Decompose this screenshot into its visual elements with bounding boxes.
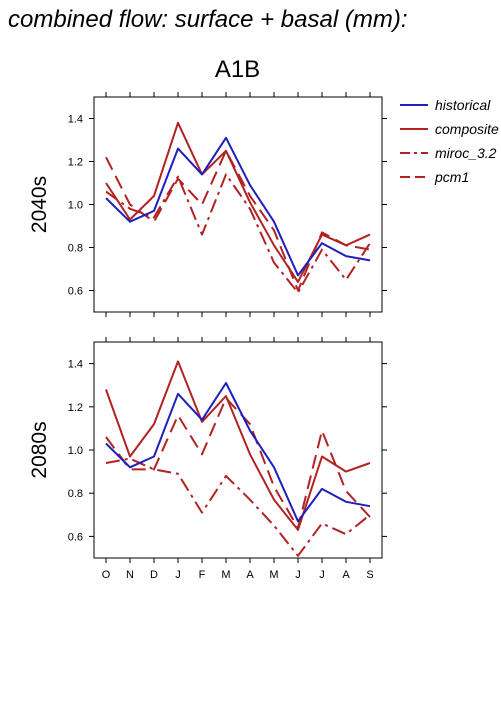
x-tick-label: J <box>295 569 301 581</box>
y-tick-label: 0.8 <box>68 488 83 500</box>
y-tick-label: 1.2 <box>68 157 83 169</box>
series-line-composite <box>105 121 371 283</box>
plot-frame-2080s <box>93 341 383 559</box>
x-tick-label: A <box>246 569 254 581</box>
x-tick-label: D <box>150 569 158 581</box>
x-tick-label: N <box>126 569 134 581</box>
x-tick-label: O <box>102 569 111 581</box>
x-tick-label: M <box>221 569 230 581</box>
y-tick-label: 1.4 <box>68 114 83 126</box>
y-tick-label: 1.2 <box>68 402 83 414</box>
legend-label: miroc_3.2 <box>435 145 497 161</box>
y-tick-label: 1.0 <box>68 200 83 212</box>
series-line-miroc-3-2 <box>105 173 371 294</box>
y-tick-label: 0.8 <box>68 243 83 255</box>
legend-label: composite <box>435 121 499 137</box>
series-line-pcm1 <box>105 149 371 292</box>
y-tick-label: 0.6 <box>68 286 83 298</box>
panel-label-2080s: 2080s <box>28 421 51 478</box>
scenario-title: A1B <box>214 56 261 83</box>
legend-label: historical <box>435 97 491 113</box>
x-tick-label: S <box>366 569 373 581</box>
series-line-historical <box>105 382 371 523</box>
y-tick-label: 1.0 <box>68 445 83 457</box>
plot-frame-2040s <box>93 96 383 313</box>
x-tick-label: A <box>342 569 350 581</box>
y-tick-label: 0.6 <box>68 531 83 543</box>
chart-title: combined flow: surface + basal (mm): <box>8 6 408 33</box>
x-tick-label: M <box>269 569 278 581</box>
x-tick-label: J <box>175 569 181 581</box>
series-line-miroc-3-2 <box>105 457 371 557</box>
x-tick-label: J <box>319 569 325 581</box>
panel-label-2040s: 2040s <box>28 176 51 233</box>
y-tick-label: 1.4 <box>68 359 83 371</box>
legend-label: pcm1 <box>434 169 469 185</box>
x-tick-label: F <box>199 569 206 581</box>
series-line-pcm1 <box>105 397 371 529</box>
series-line-historical <box>105 136 371 277</box>
series-line-composite <box>105 360 371 531</box>
